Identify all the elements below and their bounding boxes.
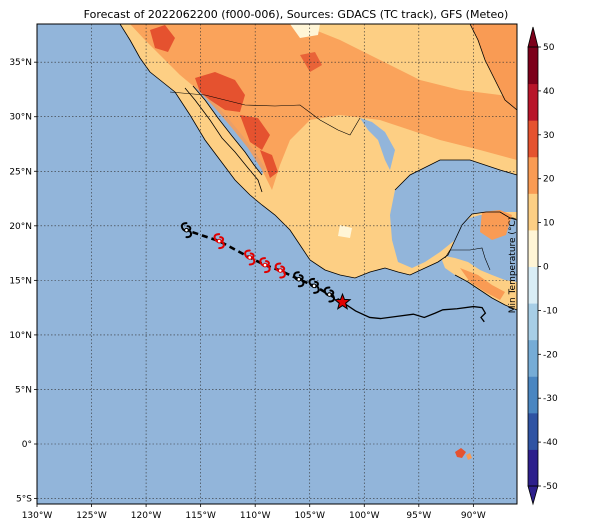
lat-tick-label: 5°N bbox=[15, 385, 32, 395]
lat-axis: 5°S 0° 5°N 10°N 15°N 20°N 25°N 30°N 35°N bbox=[9, 58, 37, 505]
colorbar-tick-label: 50 bbox=[543, 43, 555, 53]
cyclone-eye bbox=[247, 255, 253, 260]
cyclone-eye bbox=[311, 283, 317, 289]
current-position-star bbox=[333, 292, 352, 310]
lon-tick-label: 100°W bbox=[349, 511, 380, 521]
map-frame bbox=[36, 23, 518, 505]
cyclone-eye bbox=[327, 292, 332, 297]
lat-tick-label: 30°N bbox=[9, 113, 32, 123]
colorbar-extend-min bbox=[527, 485, 539, 506]
colorbar-swatch bbox=[528, 266, 538, 304]
colorbar-swatch bbox=[528, 449, 538, 487]
tc-track bbox=[180, 222, 487, 323]
lon-tick-label: 95°W bbox=[406, 511, 431, 521]
colorbar-label: Min Temperature (°C) bbox=[508, 216, 518, 314]
colorbar-tick-label: 30 bbox=[543, 131, 555, 141]
lon-tick-label: 120°W bbox=[131, 511, 162, 521]
colorbar-tick-label: -50 bbox=[543, 482, 558, 492]
colorbar-swatch bbox=[528, 229, 538, 267]
colorbar-tick-label: 10 bbox=[543, 219, 555, 229]
colorbar-swatch bbox=[528, 156, 538, 194]
lon-tick-label: 125°W bbox=[76, 511, 107, 521]
colorbar-swatch bbox=[528, 376, 538, 414]
lon-tick-label: 105°W bbox=[294, 511, 325, 521]
colorbar-tick-label: -30 bbox=[543, 394, 558, 404]
lon-axis: 130°W 125°W 120°W 115°W 110°W 105°W 100°W 95°W 9… bbox=[22, 504, 486, 521]
lat-tick-label: 10°N bbox=[9, 331, 32, 341]
cyclone-eye bbox=[277, 268, 283, 273]
colorbar-swatch bbox=[528, 303, 538, 341]
colorbar-tick-label: 20 bbox=[543, 175, 555, 185]
lat-tick-label: 5°S bbox=[16, 495, 32, 505]
colorbar-swatch bbox=[528, 193, 538, 231]
gridlines bbox=[37, 24, 517, 504]
colorbar-swatch bbox=[528, 47, 538, 85]
colorbar-swatch bbox=[528, 120, 538, 158]
observed-track-line bbox=[342, 301, 487, 323]
figure-title: Forecast of 2022062200 (f000-006), Sourc… bbox=[83, 8, 509, 21]
colorbar-tick-label: -10 bbox=[543, 306, 558, 316]
lon-tick-label: 90°W bbox=[461, 511, 486, 521]
lat-tick-label: 25°N bbox=[9, 167, 32, 177]
cyclone-eye bbox=[184, 227, 189, 233]
colorbar: -50 -40 -30 -20 -10 0 10 20 30 40 50 bbox=[527, 26, 558, 506]
country-borders bbox=[169, 91, 491, 271]
colorbar-tick-label: 40 bbox=[543, 87, 555, 97]
colorbar-swatch bbox=[528, 339, 538, 377]
colorbar-swatch bbox=[528, 412, 538, 450]
lat-tick-label: 0° bbox=[22, 440, 32, 450]
colorbar-tick-label: -20 bbox=[543, 350, 558, 360]
cyclone-eye bbox=[216, 238, 222, 244]
lon-tick-label: 110°W bbox=[240, 511, 271, 521]
colorbar-swatch bbox=[528, 83, 538, 121]
colorbar-tick-label: -40 bbox=[543, 438, 558, 448]
colorbar-extend-max bbox=[527, 26, 539, 48]
colorbar-tick-label: 0 bbox=[543, 263, 549, 273]
lat-tick-label: 35°N bbox=[9, 58, 32, 68]
lat-tick-label: 20°N bbox=[9, 222, 32, 232]
lon-tick-label: 115°W bbox=[185, 511, 216, 521]
coastlines bbox=[119, 24, 517, 311]
lat-tick-label: 15°N bbox=[9, 276, 32, 286]
lon-tick-label: 130°W bbox=[22, 511, 53, 521]
cyclone-eye bbox=[262, 262, 268, 268]
cyclone-eye bbox=[296, 276, 302, 282]
